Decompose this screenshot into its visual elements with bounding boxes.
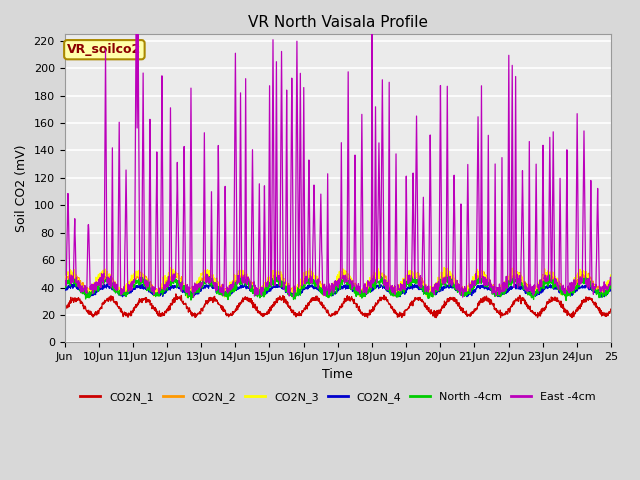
X-axis label: Time: Time	[323, 368, 353, 381]
Title: VR North Vaisala Profile: VR North Vaisala Profile	[248, 15, 428, 30]
Text: VR_soilco2: VR_soilco2	[67, 43, 141, 56]
Legend: CO2N_1, CO2N_2, CO2N_3, CO2N_4, North -4cm, East -4cm: CO2N_1, CO2N_2, CO2N_3, CO2N_4, North -4…	[76, 388, 600, 408]
Y-axis label: Soil CO2 (mV): Soil CO2 (mV)	[15, 144, 28, 232]
